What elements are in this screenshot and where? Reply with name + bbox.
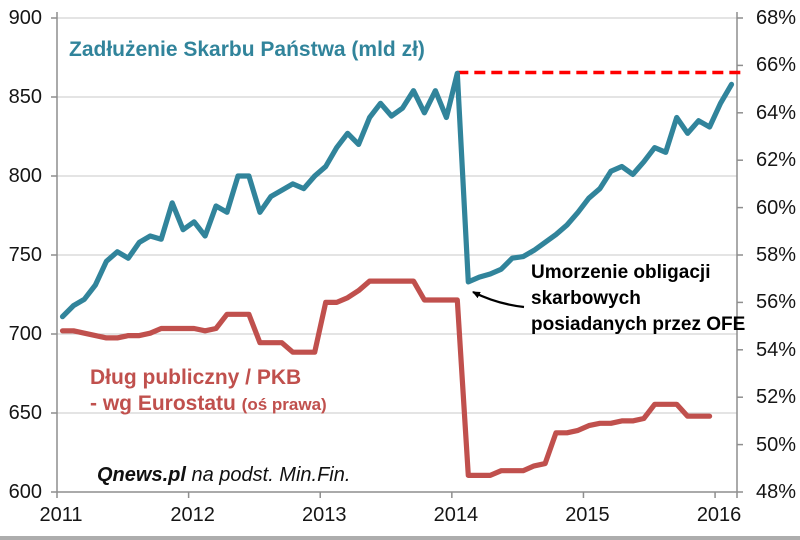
x-axis-tick-label: 2013: [301, 504, 347, 526]
left-axis-tick-label: 800: [8, 165, 42, 187]
x-axis-tick-label: 2015: [565, 504, 610, 526]
series2-label-line2: - wg Eurostatu (oś prawa): [90, 391, 327, 418]
left-axis-tick-label: 750: [8, 244, 42, 266]
x-axis-tick-label: 2016: [696, 504, 742, 526]
source-note: Qnews.pl na podst. Min.Fin.: [97, 464, 350, 487]
right-axis-tick-label: 68%: [756, 7, 797, 29]
series2-label: Dług publiczny / PKB - wg Eurostatu (oś …: [90, 365, 327, 418]
right-axis-tick-label: 52%: [756, 386, 797, 409]
right-axis-tick-label: 56%: [756, 291, 797, 314]
annotation-line3: posiadanych przez OFE: [531, 314, 746, 335]
right-axis-tick-label: 58%: [756, 244, 797, 266]
right-axis-tick-label: 48%: [756, 481, 797, 503]
right-axis-tick-label: 64%: [756, 101, 797, 124]
series2-label-line1: Dług publiczny / PKB: [90, 366, 302, 389]
left-axis-tick-label: 900: [8, 7, 42, 29]
annotation-line1: Umorzenie obligacji: [531, 262, 711, 283]
series-treasury-debt-line: [59, 70, 735, 320]
right-axis-tick-label: 62%: [756, 149, 797, 172]
x-axis-tick-label: 2011: [39, 504, 83, 526]
series2-label-line2-small: (oś prawa): [241, 395, 327, 414]
chart-bottom-border: [0, 536, 800, 540]
source-note-rest: na podst. Min.Fin.: [185, 464, 351, 486]
right-axis-tick-label: 50%: [756, 433, 797, 456]
series2-label-line2-main: - wg Eurostatu: [90, 392, 242, 415]
x-axis-tick-label: 2012: [170, 504, 215, 526]
left-axis-tick-label: 850: [8, 86, 42, 108]
right-axis-tick-label: 54%: [756, 338, 797, 361]
series1-label: Zadłużenie Skarbu Państwa (mld zł): [69, 38, 425, 61]
left-axis-tick-label: 600: [8, 481, 42, 503]
left-axis-tick-label: 650: [8, 402, 42, 424]
annotation-arrow: [472, 290, 525, 309]
right-axis-tick-label: 66%: [756, 54, 797, 77]
x-axis-tick-label: 2014: [433, 504, 479, 526]
annotation-line2: skarbowych: [531, 288, 641, 309]
left-axis-tick-label: 700: [8, 323, 42, 345]
annotation-text: Umorzenie obligacji skarbowych posiadany…: [531, 260, 745, 338]
right-axis-tick-label: 60%: [756, 196, 797, 219]
source-note-brand: Qnews.pl: [97, 464, 186, 486]
series-debt-to-gdp-line: [59, 278, 713, 478]
